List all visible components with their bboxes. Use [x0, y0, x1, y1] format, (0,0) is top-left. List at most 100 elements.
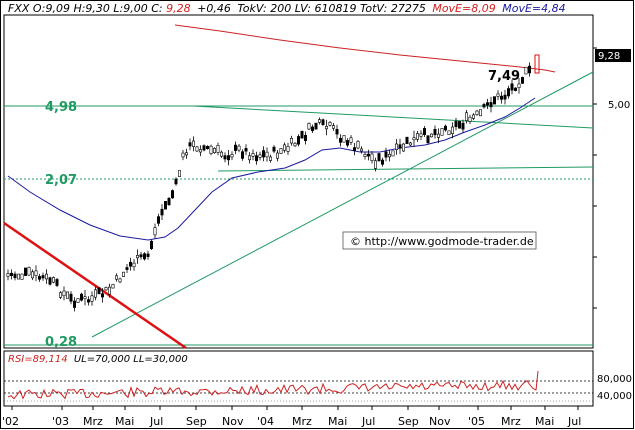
candle-body [524, 66, 528, 75]
candle-body [192, 140, 196, 147]
candle-body [286, 146, 290, 152]
candle-body [370, 153, 374, 161]
candle-body [506, 88, 510, 97]
uptrend-line [91, 71, 594, 338]
candle-body [405, 136, 409, 144]
candle-body [195, 146, 199, 152]
price-tag: 9,28 [598, 51, 620, 62]
candle-body [132, 262, 136, 268]
candle-body [513, 87, 517, 91]
candle-body [34, 270, 38, 276]
copyright-text: © http://www.godmode-trader.de [350, 235, 534, 248]
candle-body [265, 151, 269, 158]
candle-body [342, 135, 346, 143]
candle-body [248, 155, 252, 161]
rsi-panel [3, 350, 594, 407]
candle-body [27, 267, 31, 276]
candle-body [216, 145, 220, 153]
candle-body [66, 291, 70, 299]
candle-body [234, 144, 238, 151]
candle-body [447, 130, 451, 136]
candle-body [443, 125, 447, 131]
x-tick-label: Jul [361, 415, 375, 428]
candle-body [111, 284, 115, 289]
candle-body [13, 273, 17, 279]
candle-body [220, 151, 224, 157]
candle-body [296, 136, 300, 145]
candle-body [282, 144, 286, 151]
candle-body [482, 104, 486, 108]
candle-body [76, 298, 80, 303]
right-axis [593, 47, 597, 309]
candle-body [136, 255, 140, 259]
candle-body [58, 292, 62, 298]
rsi-bounds: UL=70,000 LL=30,000 [74, 354, 188, 365]
candle-body [478, 109, 482, 117]
candle-body [314, 122, 318, 130]
x-tick-label: Mai [115, 415, 134, 428]
candle-body [433, 129, 437, 136]
last-candle [534, 54, 540, 74]
candle-body [230, 154, 234, 158]
candle-body [146, 253, 150, 257]
candle-body [429, 133, 433, 138]
candle-body [275, 152, 279, 159]
candle-body [41, 275, 45, 279]
candle-body [69, 293, 73, 302]
candle-body [401, 143, 405, 152]
candle-body [517, 83, 521, 88]
right-axis-label: 5,00 [608, 100, 630, 111]
candle-body [520, 77, 524, 84]
candle-body [237, 145, 241, 151]
candle-body [213, 148, 217, 154]
candle-body [359, 148, 363, 152]
candle-body [55, 279, 59, 286]
candle-body [48, 277, 52, 285]
copyright-box [342, 231, 537, 250]
x-tick-label: Mrz [83, 415, 103, 428]
level-label-high: 4,98 [45, 100, 77, 115]
candle-body [391, 150, 395, 157]
candle-body [125, 267, 129, 270]
candle-body [499, 95, 503, 100]
x-tick-label: '04 [257, 415, 274, 428]
candle-body [377, 153, 381, 162]
candle-body [398, 144, 402, 149]
candle-body [20, 273, 24, 280]
x-tick-label: Jul [149, 415, 163, 428]
candle-body [251, 153, 255, 157]
candle-body [503, 94, 507, 100]
x-tick-label: Mai [328, 415, 347, 428]
candle-body [62, 290, 66, 297]
x-tick-label: Jul [567, 415, 581, 428]
rsi-header: RSI=89,114 UL=70,000 LL=30,000 [8, 354, 188, 365]
candle-body [150, 240, 154, 249]
candle-body [73, 300, 77, 308]
candle-body [450, 126, 454, 134]
candle-body [268, 156, 272, 161]
candle-body [321, 119, 325, 125]
candle-body [241, 151, 245, 159]
candle-body [356, 141, 360, 149]
candle-body [492, 96, 496, 105]
candle-body [496, 93, 500, 97]
candle-body [366, 153, 370, 157]
x-tick-label: Nov [222, 415, 244, 428]
candle-body [485, 102, 489, 106]
resistance-line [192, 105, 594, 129]
candle-body [328, 122, 332, 126]
x-tick-label: Sep [398, 415, 419, 428]
candle-body [90, 295, 94, 302]
candle-body [489, 102, 493, 108]
rsi-line [7, 370, 539, 400]
candle-body [471, 114, 475, 119]
candle-body [436, 133, 440, 138]
candle-body [199, 149, 203, 153]
candle-body [384, 151, 388, 158]
rsi-axis-lower: 40,000 [597, 391, 632, 402]
candle-body [202, 145, 206, 151]
level-label-low: 0,28 [45, 335, 77, 350]
candle-body [139, 254, 143, 258]
candle-body [255, 155, 259, 162]
candle-body [426, 135, 430, 144]
